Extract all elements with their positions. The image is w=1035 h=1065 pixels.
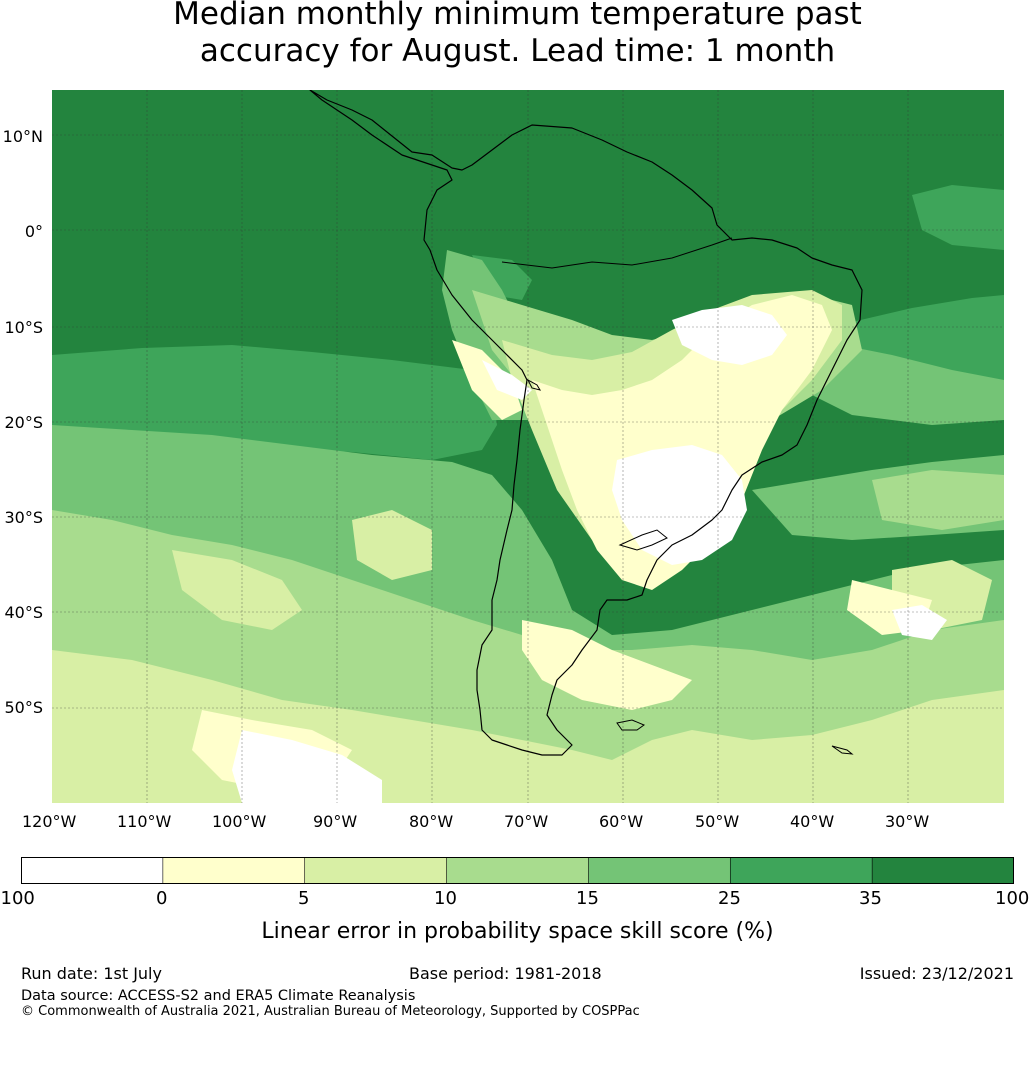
rio-de-la-plata bbox=[618, 529, 668, 551]
lon-label: 80°W bbox=[409, 812, 454, 831]
base-period: Base period: 1981-2018 bbox=[409, 964, 602, 983]
lon-label: 60°W bbox=[599, 812, 644, 831]
lat-label: 20°S bbox=[4, 413, 43, 432]
colorbar-tick: 25 bbox=[718, 888, 741, 909]
colorbar-tick: 0 bbox=[156, 888, 168, 909]
copyright: © Commonwealth of Australia 2021, Austra… bbox=[21, 1004, 640, 1019]
amazon-river bbox=[501, 237, 733, 269]
lake-titicaca bbox=[526, 378, 542, 391]
colorbar-label: Linear error in probability space skill … bbox=[261, 919, 774, 944]
south-america-coastline bbox=[309, 90, 863, 756]
lon-label: 50°W bbox=[695, 812, 740, 831]
lat-label: 40°S bbox=[4, 603, 43, 622]
colorbar-cell bbox=[162, 857, 306, 884]
colorbar bbox=[21, 857, 1014, 884]
lon-label: 40°W bbox=[790, 812, 835, 831]
colorbar-tick: 35 bbox=[859, 888, 882, 909]
graticule bbox=[52, 90, 1004, 803]
colorbar-tick: 5 bbox=[298, 888, 310, 909]
colorbar-cell bbox=[729, 857, 873, 884]
falklands-coastline bbox=[616, 719, 646, 731]
run-date: Run date: 1st July bbox=[21, 964, 162, 983]
lon-label: 100°W bbox=[212, 812, 267, 831]
data-source: Data source: ACCESS-S2 and ERA5 Climate … bbox=[21, 988, 416, 1004]
lon-label: 90°W bbox=[313, 812, 358, 831]
colorbar-tick: -100 bbox=[0, 888, 35, 909]
lat-label: 50°S bbox=[4, 698, 43, 717]
colorbar-tick: 100 bbox=[995, 888, 1030, 909]
map-title: Median monthly minimum temperature past … bbox=[0, 0, 1035, 70]
band-25-35 bbox=[52, 185, 1004, 460]
colorbar-cell bbox=[871, 857, 1014, 884]
issued-date: Issued: 23/12/2021 bbox=[859, 964, 1014, 983]
lat-label: 10°S bbox=[4, 318, 43, 337]
band-0-5 bbox=[192, 295, 932, 790]
colorbar-cell bbox=[21, 857, 164, 884]
colorbar-tick: 15 bbox=[576, 888, 599, 909]
south-georgia-coastline bbox=[831, 745, 854, 755]
colorbar-cell bbox=[588, 857, 732, 884]
lon-label: 70°W bbox=[504, 812, 549, 831]
band-negative bbox=[232, 305, 947, 803]
skill-score-map bbox=[52, 90, 1004, 803]
title-line-1: Median monthly minimum temperature past bbox=[173, 0, 862, 32]
title-line-2: accuracy for August. Lead time: 1 month bbox=[199, 33, 836, 69]
colorbar-cell bbox=[304, 857, 448, 884]
lat-label: 10°N bbox=[2, 127, 43, 146]
colorbar-cell bbox=[446, 857, 590, 884]
lon-label: 30°W bbox=[885, 812, 930, 831]
lon-label: 110°W bbox=[117, 812, 172, 831]
lat-label: 0° bbox=[24, 222, 43, 241]
lon-label: 120°W bbox=[22, 812, 77, 831]
colorbar-tick: 10 bbox=[434, 888, 457, 909]
lat-label: 30°S bbox=[4, 508, 43, 527]
